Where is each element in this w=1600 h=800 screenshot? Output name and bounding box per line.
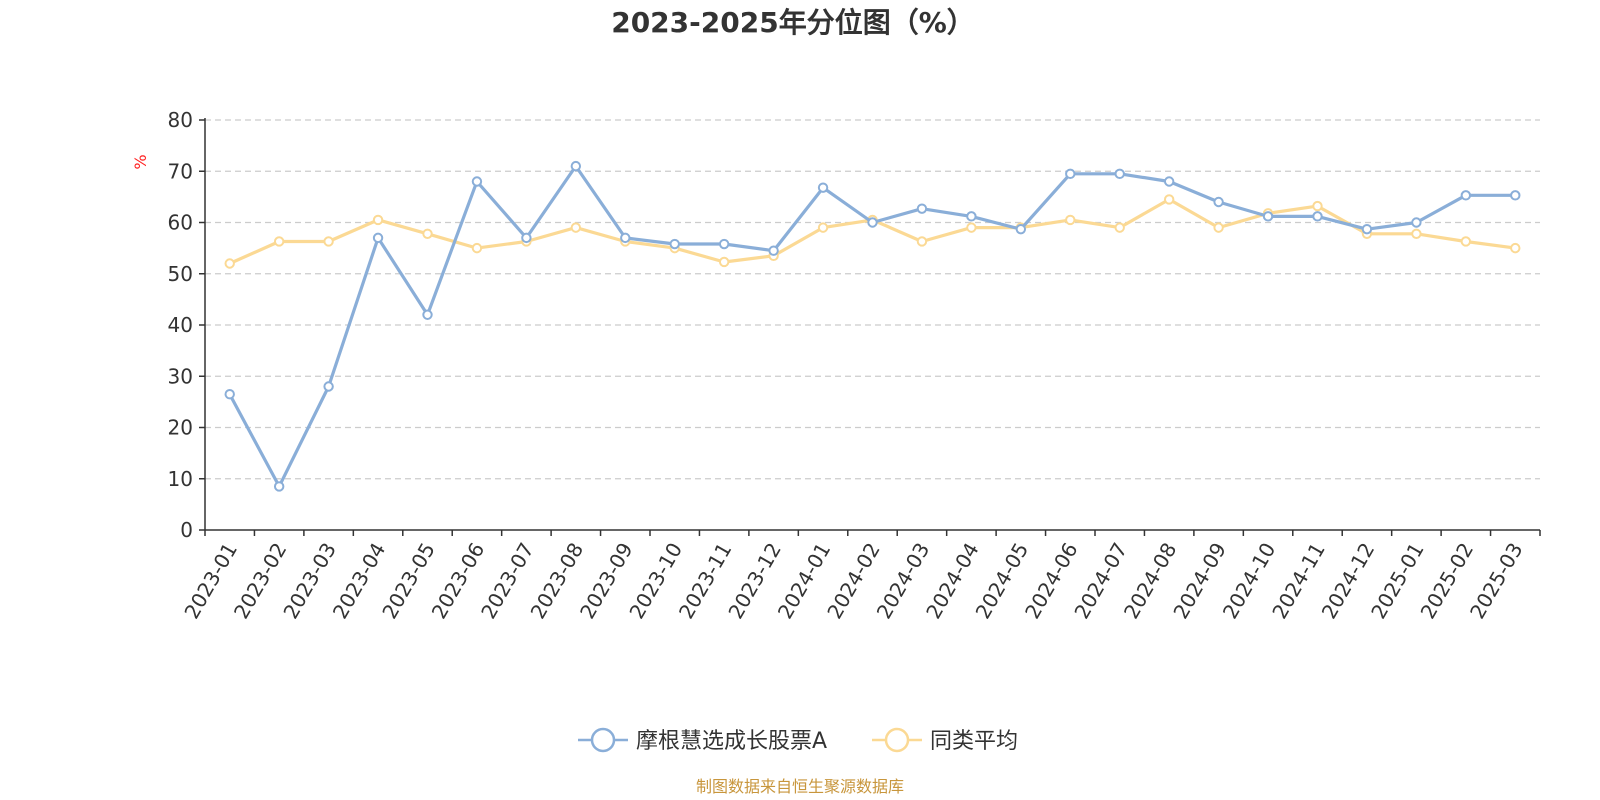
data-point	[966, 211, 977, 222]
y-tick-label: 60	[168, 211, 193, 235]
data-point	[817, 182, 829, 193]
y-tick-label: 10	[168, 467, 193, 491]
data-point	[1312, 200, 1323, 212]
y-tick-label: 80	[168, 108, 193, 132]
data-point	[372, 214, 384, 226]
data-point	[1114, 168, 1125, 180]
legend-swatch-marker	[884, 727, 910, 753]
data-point	[471, 176, 483, 187]
series-line	[228, 164, 1516, 488]
data-point	[1411, 217, 1422, 228]
y-tick-label: 30	[168, 364, 193, 388]
series-0	[224, 160, 1521, 492]
data-point	[570, 222, 582, 233]
data-point	[1163, 176, 1175, 187]
data-point	[1361, 223, 1373, 235]
data-point	[1460, 190, 1472, 201]
legend: 摩根慧选成长股票A 同类平均	[578, 727, 1018, 754]
y-axis-unit-label: %	[131, 154, 150, 169]
data-point	[1510, 242, 1521, 254]
data-point	[1015, 223, 1027, 235]
data-point	[966, 222, 977, 233]
y-axis-ticks: 0 10 20 30 40 50 60 70 80	[168, 108, 205, 542]
legend-label: 摩根慧选成长股票A	[636, 729, 827, 754]
data-point	[669, 238, 680, 250]
data-point	[718, 256, 730, 268]
y-tick-label: 0	[180, 518, 193, 542]
data-point	[224, 258, 235, 269]
y-tick-label: 50	[168, 262, 193, 286]
data-point	[916, 203, 928, 214]
data-point	[372, 232, 384, 244]
data-point	[273, 481, 285, 492]
data-point	[273, 236, 285, 247]
chart-title: 2023-2025年分位图（%）	[611, 6, 975, 39]
data-point	[422, 309, 433, 320]
y-tick-label: 70	[168, 159, 193, 183]
data-point	[570, 160, 582, 172]
data-point	[768, 245, 779, 256]
x-axis-ticks: 2023-012023-022023-032023-042023-052023-…	[179, 530, 1541, 623]
data-point	[1163, 194, 1175, 205]
data-point	[323, 236, 334, 247]
data-point	[422, 228, 433, 239]
series-1	[224, 194, 1521, 269]
y-tick-label: 20	[168, 416, 193, 440]
data-point	[718, 238, 730, 250]
data-point	[1510, 190, 1521, 201]
data-point	[1065, 168, 1076, 180]
y-tick-label: 40	[168, 313, 193, 337]
data-point	[1411, 228, 1422, 239]
data-point	[1262, 211, 1274, 222]
series-line	[229, 197, 1516, 265]
grid-lines	[205, 119, 1540, 480]
data-point	[620, 232, 631, 244]
axes	[204, 118, 1540, 531]
data-point	[1065, 214, 1076, 226]
data-point	[1213, 196, 1224, 208]
data-point	[471, 242, 483, 254]
data-point	[916, 236, 928, 247]
data-point	[1213, 222, 1224, 233]
data-point	[1312, 211, 1323, 222]
data-point	[1114, 222, 1125, 233]
data-point	[867, 217, 878, 228]
data-point	[1460, 236, 1472, 247]
legend-swatch-marker	[590, 727, 616, 753]
series-layer	[224, 160, 1521, 492]
data-point	[521, 232, 532, 244]
data-point	[323, 381, 334, 392]
source-note: 制图数据来自恒生聚源数据库	[696, 777, 904, 796]
data-point	[817, 222, 829, 233]
data-point	[224, 388, 235, 400]
legend-label: 同类平均	[930, 729, 1018, 754]
